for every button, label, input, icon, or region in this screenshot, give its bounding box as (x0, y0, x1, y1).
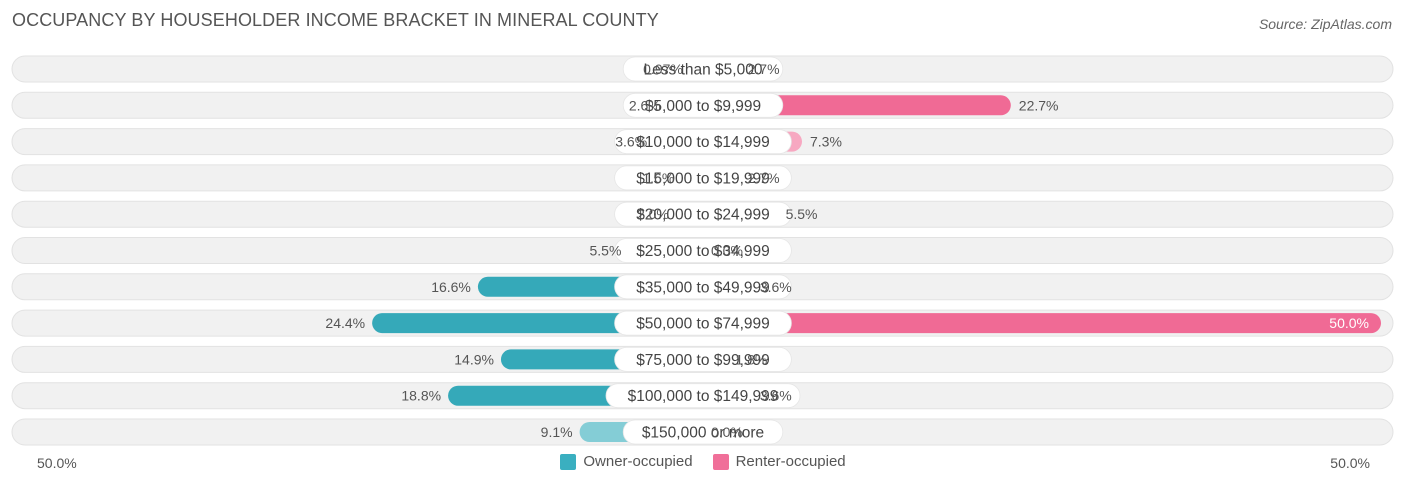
owner-value-label: 2.0% (637, 206, 669, 222)
axis-right-label: 50.0% (1330, 455, 1370, 471)
owner-value-label: 1.6% (642, 170, 674, 186)
category-label: $35,000 to $49,999 (636, 279, 770, 296)
renter-value-label: 2.7% (748, 170, 780, 186)
owner-value-label: 2.6% (629, 97, 661, 113)
owner-value-label: 9.1% (541, 424, 573, 440)
renter-value-label: 0.0% (711, 243, 743, 259)
category-label: $50,000 to $74,999 (636, 316, 770, 333)
legend-item-renter: Renter-occupied (712, 453, 846, 470)
category-label: $10,000 to $14,999 (636, 134, 770, 151)
renter-value-label: 3.6% (760, 279, 792, 295)
legend-label-renter: Renter-occupied (735, 453, 846, 470)
category-label: Less than $5,000 (644, 62, 763, 79)
category-pill (614, 165, 792, 191)
owner-value-label: 18.8% (401, 388, 441, 404)
legend-swatch-renter (712, 453, 729, 470)
legend: Owner-occupied Renter-occupied (0, 453, 1406, 470)
renter-value-label: 5.5% (786, 206, 818, 222)
category-pill (614, 238, 792, 263)
renter-bar (703, 313, 1381, 334)
category-label: $25,000 to $34,999 (636, 243, 770, 260)
renter-value-label: 7.3% (810, 134, 842, 150)
legend-item-owner: Owner-occupied (560, 453, 693, 470)
category-label: $150,000 or more (642, 425, 764, 442)
renter-value-label: 50.0% (1329, 315, 1369, 331)
category-pill (614, 274, 792, 300)
axis-left-label: 50.0% (37, 455, 77, 471)
chart-title: OCCUPANCY BY HOUSEHOLDER INCOME BRACKET … (12, 10, 659, 30)
category-label: $20,000 to $24,999 (636, 207, 770, 224)
category-pill (622, 92, 784, 118)
renter-value-label: 3.6% (760, 388, 792, 404)
owner-value-label: 14.9% (454, 351, 494, 367)
category-label: $75,000 to $99,999 (636, 352, 770, 369)
owner-value-label: 3.6% (615, 134, 647, 150)
owner-value-label: 16.6% (431, 279, 471, 295)
category-pill (622, 56, 784, 82)
category-pill (614, 129, 792, 155)
legend-label-owner: Owner-occupied (583, 453, 693, 470)
category-pill (622, 419, 784, 445)
category-pill (614, 201, 792, 227)
legend-swatch-owner (560, 453, 577, 470)
category-label: $15,000 to $19,999 (636, 170, 770, 187)
owner-value-label: 24.4% (325, 315, 365, 331)
category-label: $100,000 to $149,999 (628, 388, 779, 405)
renter-value-label: 1.8% (735, 351, 767, 367)
source-credit: Source: ZipAtlas.com (1258, 16, 1392, 32)
category-pill (614, 310, 792, 336)
category-pill (605, 383, 801, 409)
category-pill (614, 346, 792, 372)
category-label: $5,000 to $9,999 (645, 98, 761, 115)
renter-value-label: 0.0% (711, 424, 743, 440)
owner-value-label: 0.97% (643, 61, 683, 77)
owner-value-label: 5.5% (589, 243, 621, 259)
renter-value-label: 22.7% (1019, 97, 1059, 113)
renter-value-label: 2.7% (748, 61, 780, 77)
